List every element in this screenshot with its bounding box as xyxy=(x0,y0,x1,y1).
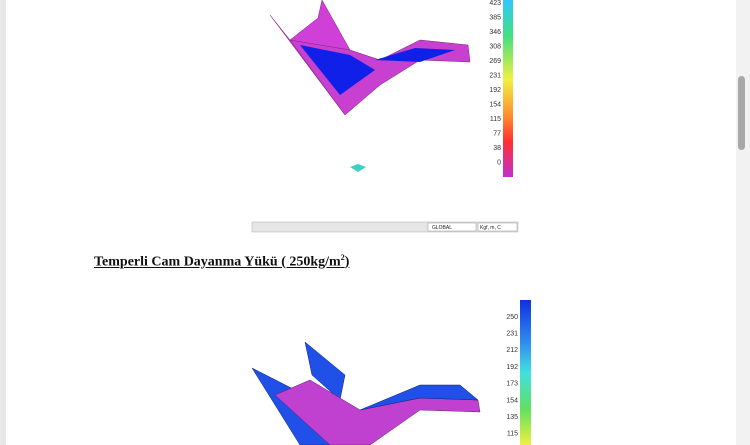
scale-label: 192 xyxy=(489,87,501,94)
model-wall xyxy=(359,384,479,411)
scale-label: 192 xyxy=(506,364,518,371)
figure-1: GLOBAL Kgf, m, C xyxy=(251,0,519,233)
dropdown[interactable] xyxy=(427,222,477,232)
scale-label: 115 xyxy=(507,431,518,438)
model-floor xyxy=(375,48,455,62)
scale-label: 77 xyxy=(493,130,501,137)
scale-label: 231 xyxy=(489,72,501,79)
units[interactable]: Kgf, m, C xyxy=(480,225,501,231)
heading-text: Temperli Cam Dayanma Yükü ( 250kg/m xyxy=(94,254,341,270)
scale-label: 0 xyxy=(497,159,501,166)
model-floor xyxy=(300,45,375,95)
heading-closing: ) xyxy=(344,254,350,270)
scale-label: 423 xyxy=(489,0,501,7)
left-margin xyxy=(0,0,6,445)
heading: Temperli Cam Dayanma Yükü ( 250kg/m2) xyxy=(94,253,349,271)
scale-label: 212 xyxy=(506,347,518,354)
figure-frame xyxy=(252,0,518,232)
figure-2 xyxy=(251,300,531,445)
scale-label: 135 xyxy=(506,414,518,421)
axis-icon xyxy=(350,164,366,172)
scale-label: 173 xyxy=(506,381,518,388)
scrollbar-track[interactable] xyxy=(736,0,750,445)
scale-label: 269 xyxy=(489,58,501,65)
status-bar xyxy=(251,221,519,233)
scale-label: 231 xyxy=(506,331,518,338)
scale-label: 154 xyxy=(489,101,501,108)
scale-label: 308 xyxy=(489,43,501,50)
color-scale xyxy=(520,300,531,445)
color-scale xyxy=(503,0,513,177)
scale-label: 250 xyxy=(506,314,518,321)
scale-label: 385 xyxy=(489,14,501,21)
model-floor xyxy=(274,379,481,445)
scale-label: 38 xyxy=(493,145,501,152)
scale-label: 154 xyxy=(506,397,518,404)
coordinate-system[interactable]: GLOBAL xyxy=(432,225,452,231)
scrollbar-thumb[interactable] xyxy=(738,76,745,150)
scale-label: 346 xyxy=(489,29,501,36)
scale-label: 115 xyxy=(490,116,501,123)
superscript: 2 xyxy=(340,253,345,262)
dropdown[interactable] xyxy=(477,222,518,232)
